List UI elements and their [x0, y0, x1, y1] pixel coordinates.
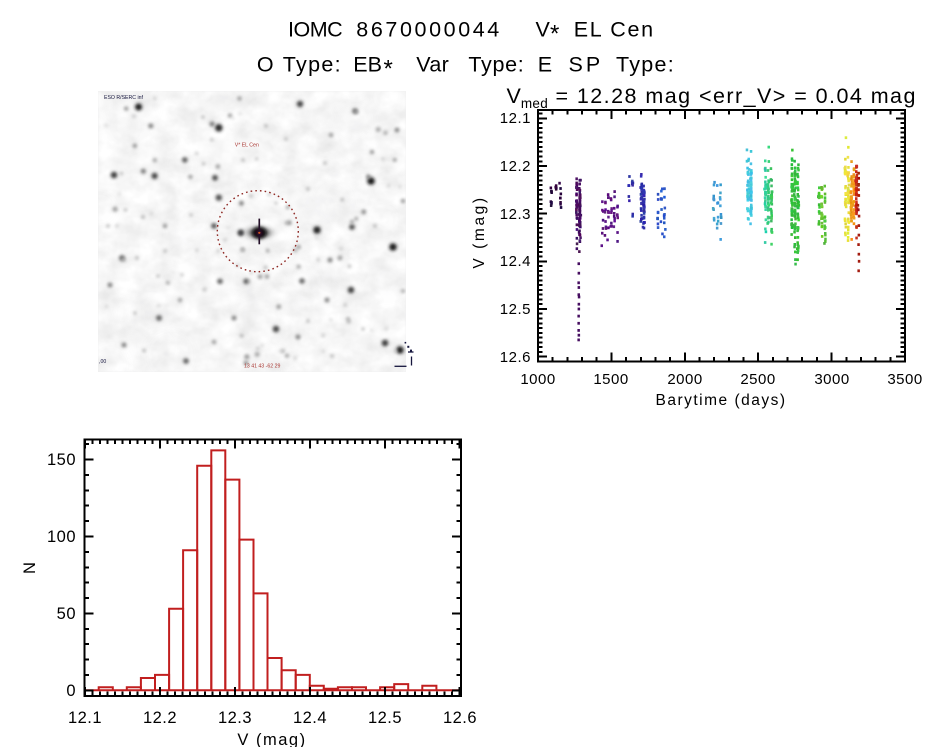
svg-text:,00: ,00 — [99, 359, 106, 365]
svg-text:12.3: 12.3 — [218, 709, 252, 727]
svg-text:N: N — [21, 562, 39, 574]
svg-text:12.5: 12.5 — [500, 301, 531, 318]
svg-text:V (mag): V (mag) — [471, 195, 488, 268]
svg-text:1000: 1000 — [520, 371, 555, 388]
svg-text:V*EL Cen: V* EL Cen — [536, 18, 655, 48]
svg-text:8670000044: 8670000044 — [356, 18, 502, 42]
svg-text:V* EL Cen: V* EL Cen — [235, 143, 259, 149]
svg-text:Barytime (days): Barytime (days) — [655, 392, 786, 409]
svg-text:V (mag): V (mag) — [237, 731, 306, 747]
svg-text:Vmed = 12.28 mag <err_V> = 0.0: Vmed = 12.28 mag <err_V> = 0.04 mag — [507, 84, 917, 111]
svg-text:IOMC: IOMC — [288, 18, 342, 42]
svg-text:12.6: 12.6 — [500, 349, 531, 366]
svg-text:3000: 3000 — [814, 371, 849, 388]
svg-text:13 41 43 -62 29: 13 41 43 -62 29 — [244, 364, 280, 370]
svg-text:12.1: 12.1 — [68, 709, 102, 727]
svg-text:2000: 2000 — [667, 371, 702, 388]
svg-text:3500: 3500 — [887, 371, 922, 388]
svg-text:0: 0 — [66, 682, 76, 700]
svg-text:50: 50 — [57, 605, 76, 623]
svg-text:1500: 1500 — [593, 371, 628, 388]
svg-text:12.4: 12.4 — [500, 253, 531, 270]
svg-text:12.4: 12.4 — [293, 709, 327, 727]
svg-text:12.3: 12.3 — [500, 206, 531, 223]
svg-text:12.1: 12.1 — [500, 110, 531, 127]
svg-text:12.6: 12.6 — [443, 709, 477, 727]
svg-text:100: 100 — [47, 528, 76, 546]
svg-text:12.2: 12.2 — [143, 709, 177, 727]
svg-text:12.2: 12.2 — [500, 158, 531, 175]
svg-text:ESO R/SERC inf: ESO R/SERC inf — [104, 95, 143, 101]
svg-text:12.5: 12.5 — [368, 709, 402, 727]
svg-text:150: 150 — [47, 451, 76, 469]
svg-text:2500: 2500 — [740, 371, 775, 388]
